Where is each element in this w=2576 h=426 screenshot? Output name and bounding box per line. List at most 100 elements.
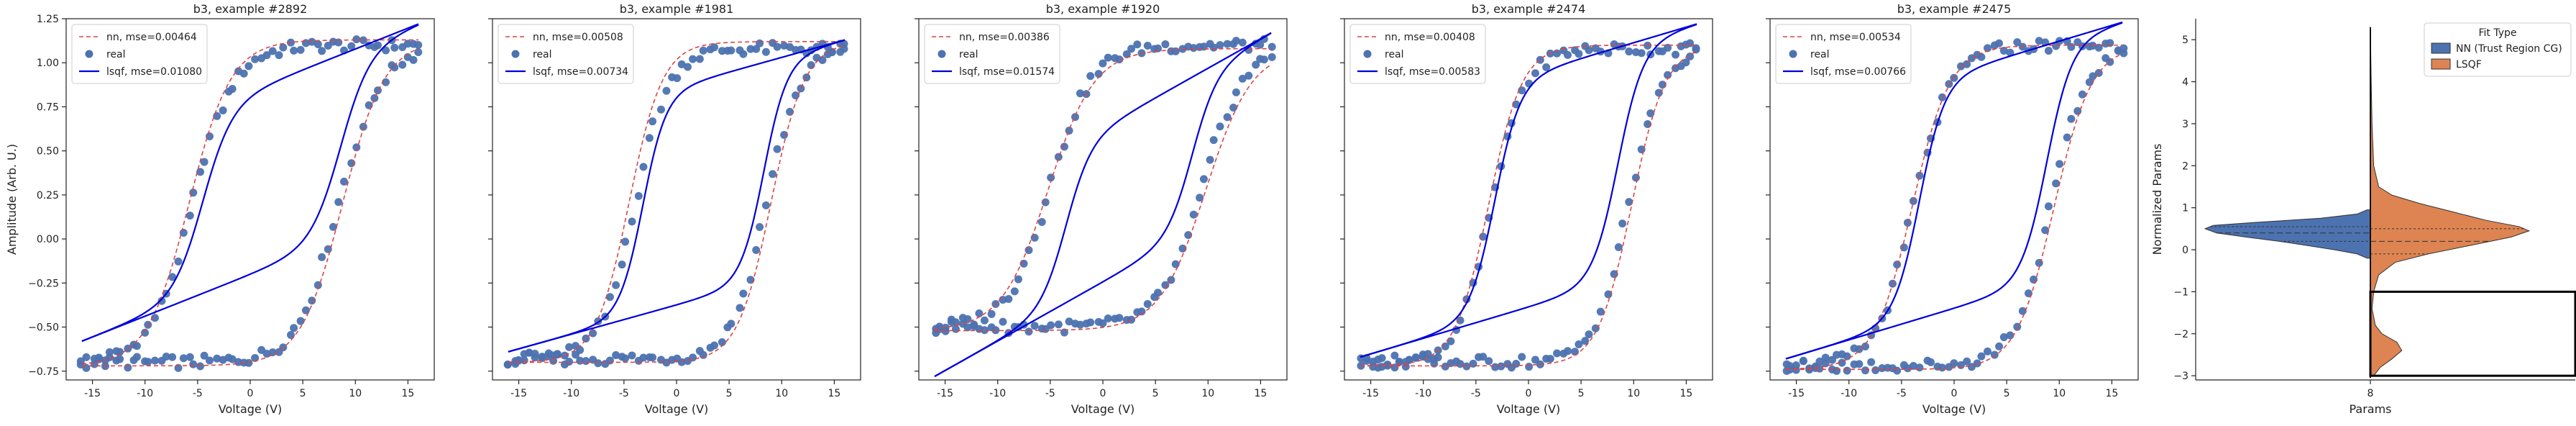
real-point — [141, 328, 150, 337]
real-point — [1383, 361, 1392, 370]
real-point — [752, 45, 761, 53]
real-point — [802, 73, 811, 82]
real-point — [1268, 42, 1276, 51]
real-point — [1658, 81, 1667, 89]
real-point — [1025, 246, 1033, 255]
legend: nn, mse=0.00534 real lsqf, mse=0.00766 — [1775, 24, 1912, 84]
legend-real-label: real — [1810, 49, 1830, 60]
real-point — [1378, 354, 1386, 363]
y-tick-label: 1.25 — [37, 14, 59, 25]
real-point — [1963, 357, 1971, 366]
real-point — [213, 354, 221, 363]
real-point — [1553, 349, 1562, 358]
plot-area — [503, 39, 848, 369]
legend-nn-label: nn, mse=0.00408 — [1385, 32, 1475, 43]
real-point — [359, 122, 367, 131]
real-point — [639, 353, 648, 362]
legend-lsqf-label: LSQF — [2456, 59, 2482, 71]
real-point — [689, 55, 697, 63]
real-point — [1512, 100, 1521, 109]
real-point — [807, 60, 815, 69]
real-point — [390, 43, 399, 52]
x-tick-label: 15 — [1255, 388, 1268, 399]
real-point — [605, 356, 614, 365]
legend-box — [1775, 24, 1912, 84]
real-point — [576, 345, 585, 354]
x-tick-label: -10 — [137, 388, 153, 399]
real-point — [1076, 320, 1084, 329]
real-point — [1054, 153, 1063, 161]
real-point — [987, 309, 996, 318]
x-tick-label: -15 — [510, 388, 527, 399]
x-tick-label: 10 — [349, 388, 362, 399]
real-point — [1995, 342, 2004, 350]
legend-nn-label: nn, mse=0.00508 — [533, 32, 623, 43]
real-point — [150, 314, 159, 322]
lsqf-fit-lower-branch — [508, 39, 845, 353]
real-point — [1479, 232, 1488, 241]
real-point — [196, 362, 205, 371]
x-tick-label: -10 — [1415, 388, 1431, 399]
legend: nn, mse=0.00408 real lsqf, mse=0.00583 — [1349, 24, 1486, 84]
real-point — [1637, 49, 1646, 58]
real-point — [1938, 363, 1946, 372]
real-point — [2044, 46, 2053, 55]
y-tick-label: 1 — [2182, 203, 2188, 214]
lsqf-fit-lower-branch — [81, 24, 419, 343]
y-tick-label: −0.25 — [28, 278, 59, 289]
real-point — [2041, 226, 2050, 235]
real-point — [1843, 366, 1851, 375]
real-point — [582, 357, 590, 366]
real-point — [769, 170, 777, 178]
real-point — [1209, 43, 1218, 52]
real-point — [268, 348, 277, 357]
real-point — [1122, 50, 1131, 58]
real-point — [756, 223, 764, 232]
legend-box — [71, 24, 208, 84]
x-tick-label: 8 — [2368, 388, 2374, 399]
real-point — [1903, 219, 1912, 227]
nn-fit-lower-branch — [1360, 51, 1697, 367]
x-tick-label: 10 — [2053, 388, 2066, 399]
real-point — [735, 304, 744, 312]
real-point — [999, 317, 1007, 326]
real-point — [1871, 366, 1880, 375]
real-point — [185, 212, 194, 220]
real-point — [2035, 258, 2043, 267]
real-point — [409, 55, 418, 64]
real-point — [739, 50, 748, 58]
x-tick-label: -5 — [1897, 388, 1907, 399]
real-point — [1099, 319, 1107, 327]
real-point — [228, 355, 237, 363]
x-tick-label: 0 — [1526, 388, 1532, 399]
x-axis-label: Params — [2349, 402, 2391, 416]
real-point — [1252, 60, 1260, 69]
real-point — [1861, 343, 1869, 351]
real-point — [414, 48, 423, 57]
real-point — [2119, 49, 2128, 58]
real-point — [1950, 359, 1958, 368]
real-point — [1915, 363, 1924, 372]
violin-nn-half — [2204, 209, 2371, 259]
x-tick-label: 5 — [2004, 388, 2010, 399]
real-point — [174, 257, 183, 266]
real-point — [1614, 243, 1623, 252]
real-point — [1060, 328, 1068, 337]
real-point — [699, 350, 707, 359]
x-tick-label: -5 — [1471, 388, 1481, 399]
real-point — [1178, 244, 1187, 253]
nn-fit-lower-branch — [508, 45, 845, 363]
real-point — [1447, 337, 1455, 345]
real-point — [329, 222, 337, 231]
real-point — [1153, 44, 1162, 53]
x-tick-label: 10 — [1201, 388, 1214, 399]
real-point — [2013, 322, 2022, 331]
legend-nn-label: nn, mse=0.00464 — [106, 32, 197, 43]
x-tick-label: 15 — [828, 388, 841, 399]
y-tick-label: −0.75 — [28, 366, 59, 378]
real-point — [1491, 363, 1500, 371]
real-point — [1143, 42, 1152, 50]
real-point — [352, 35, 361, 44]
real-point — [2044, 202, 2053, 211]
legend-real-swatch — [938, 50, 946, 58]
